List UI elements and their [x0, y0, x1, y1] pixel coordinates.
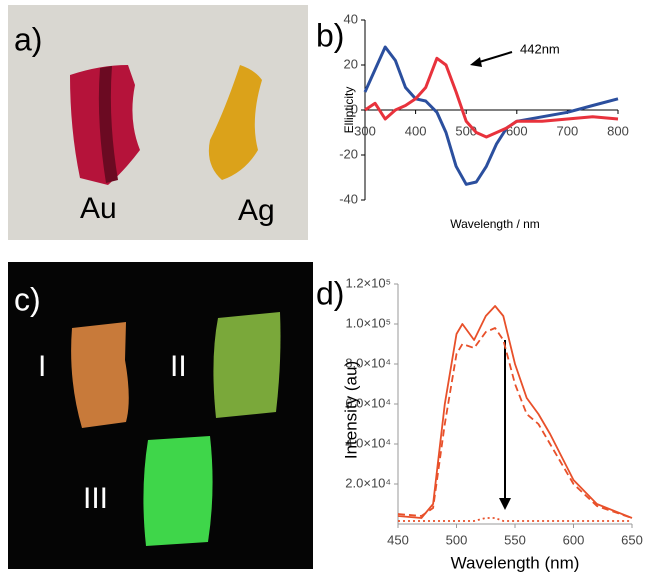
- series-line: [398, 328, 632, 518]
- y-tick-label: -20: [339, 146, 358, 161]
- annotation-arrow: [476, 52, 512, 63]
- series-line: [398, 518, 632, 521]
- x-tick-label: 800: [607, 123, 629, 138]
- panel-label: c): [14, 281, 41, 317]
- sample-label: III: [83, 482, 108, 515]
- panel-label: a): [14, 21, 42, 57]
- series-line: [365, 58, 618, 137]
- x-tick-label: 400: [405, 123, 427, 138]
- sample-label: II: [170, 350, 187, 383]
- y-tick-label: -40: [339, 191, 358, 206]
- y-tick-label: 1.2×10⁵: [345, 275, 391, 290]
- y-axis-label: Intensity (au): [341, 361, 360, 459]
- x-tick-label: 500: [446, 532, 468, 547]
- arrow-head: [470, 57, 482, 67]
- y-axis-label: Ellipticity: [342, 87, 356, 134]
- y-tick-label: 2.0×10⁴: [345, 475, 391, 490]
- series-line: [365, 47, 618, 184]
- x-tick-label: 650: [621, 532, 643, 547]
- series-line: [398, 306, 632, 518]
- x-tick-label: 450: [387, 532, 409, 547]
- x-axis-label: Wavelength (nm): [451, 553, 580, 572]
- panel-label: b): [316, 17, 344, 53]
- sample-iii: [143, 436, 212, 546]
- figure: a) Au Ag b) c) I II III d) 442nm -40-200…: [0, 0, 647, 576]
- sample-ii: [213, 312, 280, 418]
- annotation: 442nm: [520, 41, 560, 56]
- x-axis-label: Wavelength / nm: [450, 217, 540, 231]
- x-tick-label: 550: [504, 532, 526, 547]
- x-tick-label: 600: [563, 532, 585, 547]
- arrow-head: [499, 498, 511, 510]
- y-tick-label: 20: [344, 56, 358, 71]
- y-tick-label: 40: [344, 11, 358, 26]
- panel-label: d): [316, 275, 344, 311]
- x-tick-label: 300: [354, 123, 376, 138]
- sample-label: I: [38, 350, 46, 383]
- sample-label: Au: [80, 192, 117, 225]
- x-tick-label: 700: [557, 123, 579, 138]
- sample-label: Ag: [238, 194, 275, 227]
- y-tick-label: 1.0×10⁵: [345, 315, 391, 330]
- sample-i: [71, 322, 129, 428]
